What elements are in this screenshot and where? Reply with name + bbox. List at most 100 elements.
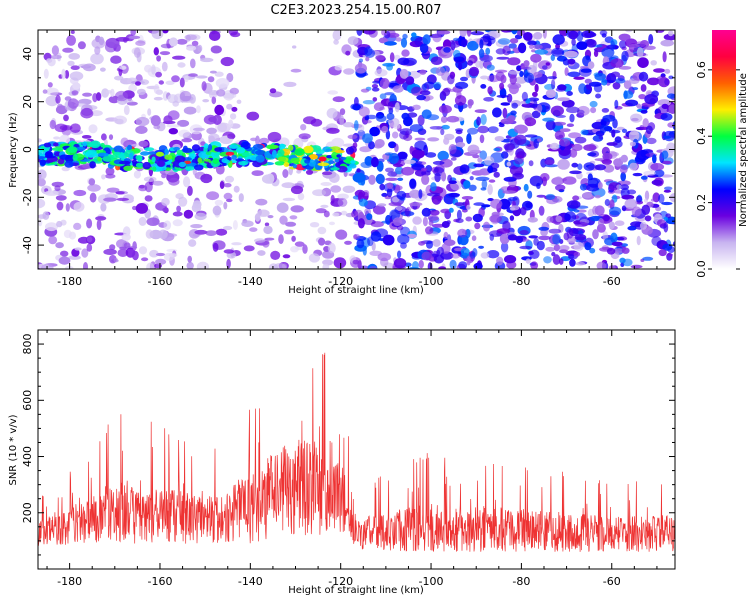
heatmap-cell xyxy=(219,181,225,189)
heatmap-cell xyxy=(568,30,579,40)
heatmap-cell xyxy=(91,38,106,49)
heatmap-cell xyxy=(151,64,156,75)
heatmap-cell xyxy=(53,136,61,140)
heatmap-cell xyxy=(419,43,429,54)
heatmap-cell xyxy=(114,118,124,125)
heatmap-cell xyxy=(184,160,192,164)
x-tick-label: -100 xyxy=(419,275,444,288)
heatmap-cell xyxy=(211,96,217,105)
heatmap-cell xyxy=(660,113,673,121)
heatmap-cell xyxy=(254,238,266,243)
heatmap-cell xyxy=(421,109,432,119)
heatmap-cell xyxy=(569,113,575,123)
heatmap-cell xyxy=(172,211,183,217)
heatmap-cell xyxy=(657,105,669,115)
heatmap-cell xyxy=(493,171,500,178)
heatmap-cell xyxy=(409,189,421,199)
heatmap-cell xyxy=(246,111,260,121)
heatmap-cell xyxy=(644,215,652,222)
heatmap-cell xyxy=(178,129,191,138)
heatmap-cell xyxy=(318,237,326,246)
heatmap-cell xyxy=(499,82,505,90)
heatmap-cell xyxy=(455,218,464,224)
heatmap-cell xyxy=(135,40,146,46)
heatmap-cell xyxy=(232,220,238,230)
x-tick-label: -160 xyxy=(147,575,172,588)
heatmap-cell xyxy=(229,87,239,95)
heatmap-cell xyxy=(365,56,370,62)
heatmap-cell xyxy=(73,201,85,212)
heatmap-cell xyxy=(636,235,641,246)
heatmap-cell xyxy=(190,224,203,229)
heatmap-cell xyxy=(325,148,333,152)
heatmap-cell xyxy=(451,253,461,259)
heatmap-cell xyxy=(81,107,93,116)
heatmap-cell xyxy=(650,60,657,66)
colorbar-label: Normalized spectral amplitude xyxy=(738,73,749,227)
heatmap-cell xyxy=(661,160,672,165)
heatmap-cell xyxy=(68,53,80,60)
heatmap-cell xyxy=(618,66,632,70)
heatmap-cell xyxy=(223,225,233,231)
heatmap-cell xyxy=(64,70,70,79)
heatmap-cell xyxy=(618,236,628,241)
heatmap-cell xyxy=(403,159,416,165)
heatmap-cell xyxy=(432,199,438,204)
heatmap-cell xyxy=(133,170,141,179)
heatmap-cell xyxy=(342,122,354,128)
heatmap-cell xyxy=(559,138,571,147)
heatmap-cell xyxy=(590,107,597,114)
heatmap-cell xyxy=(254,149,266,156)
heatmap-cell xyxy=(558,249,569,254)
heatmap-cell xyxy=(283,81,297,87)
heatmap-cell xyxy=(200,173,213,184)
heatmap-cell xyxy=(487,184,493,195)
heatmap-cell xyxy=(514,34,523,40)
heatmap-cell xyxy=(66,35,76,46)
heatmap-cell xyxy=(606,142,618,146)
heatmap-cell xyxy=(571,162,579,168)
heatmap-cell xyxy=(480,84,487,89)
heatmap-cell xyxy=(432,250,439,259)
heatmap-cell xyxy=(654,169,665,178)
heatmap-cell xyxy=(449,149,462,158)
heatmap-cell xyxy=(621,128,628,133)
heatmap-cell xyxy=(227,133,236,139)
heatmap-cell xyxy=(375,173,385,185)
heatmap-cell xyxy=(74,247,82,251)
heatmap-cell xyxy=(304,159,310,164)
heatmap-cell xyxy=(378,37,388,44)
heatmap-cell xyxy=(569,170,582,175)
heatmap-cell xyxy=(645,125,653,135)
heatmap-cell xyxy=(132,241,137,251)
heatmap-cell xyxy=(45,222,58,232)
heatmap-cell xyxy=(274,161,285,166)
heatmap-cell xyxy=(354,120,359,131)
heatmap-cell xyxy=(70,123,81,133)
heatmap-cell xyxy=(323,210,330,218)
heatmap-cell xyxy=(498,198,511,210)
heatmap-cell xyxy=(468,162,478,169)
heatmap-cell xyxy=(576,41,588,50)
heatmap-cell xyxy=(448,207,454,213)
heatmap-cell xyxy=(428,219,434,226)
heatmap-cell xyxy=(589,247,596,254)
heatmap-cell xyxy=(512,172,524,180)
heatmap-cell xyxy=(467,144,480,155)
heatmap-cell xyxy=(580,129,589,136)
heatmap-cell xyxy=(485,47,491,55)
heatmap-cell xyxy=(616,184,622,190)
heatmap-cell xyxy=(243,245,255,252)
heatmap-cell xyxy=(658,249,667,257)
heatmap-cell xyxy=(667,30,674,37)
heatmap-cell xyxy=(629,141,637,147)
heatmap-cell xyxy=(89,140,101,149)
heatmap-cell xyxy=(610,71,621,78)
heatmap-cell xyxy=(514,134,527,145)
heatmap-cell xyxy=(479,134,485,144)
y-tick-label: 600 xyxy=(21,390,34,411)
heatmap-cell xyxy=(566,200,581,209)
heatmap-cell xyxy=(568,132,582,139)
heatmap-cell xyxy=(270,250,281,260)
heatmap-cell xyxy=(663,189,672,193)
